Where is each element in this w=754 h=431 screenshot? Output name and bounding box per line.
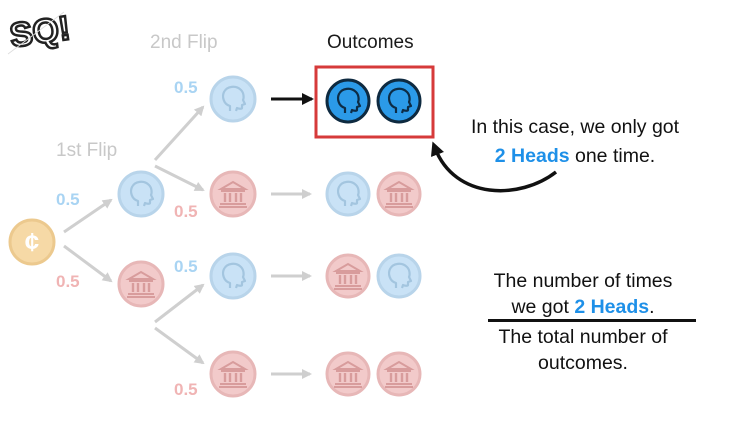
heads-icon — [376, 78, 422, 124]
callout-arrow — [430, 141, 558, 193]
numerator-pre: we got — [511, 296, 575, 318]
header-1st-flip: 1st Flip — [56, 140, 118, 161]
svg-text:¢: ¢ — [25, 227, 39, 257]
tails-icon — [209, 350, 257, 398]
callout-line-2: 2 Heads one time. — [440, 142, 710, 171]
branch-heads-tails — [154, 164, 205, 192]
fraction-numerator: The number of times we got 2 Heads. — [470, 268, 696, 320]
fraction-denominator: The total number of outcomes. — [470, 324, 696, 376]
callout-line-2-rest: one time. — [569, 145, 656, 167]
callout-line-1: In this case, we only got — [470, 116, 680, 138]
numerator-post: . — [649, 296, 655, 318]
numerator-line-1: The number of times — [493, 270, 673, 292]
prob-second-tails-heads: 0.5 — [174, 257, 198, 276]
tails-icon — [325, 253, 371, 299]
logo: SQ! — [6, 8, 70, 58]
branch-tails-tails — [154, 326, 205, 365]
numerator-highlight: 2 Heads — [574, 296, 650, 318]
heads-icon — [376, 253, 422, 299]
tails-icon — [117, 260, 165, 308]
branch-tails-heads — [154, 283, 205, 324]
header-2nd-flip: 2nd Flip — [150, 32, 218, 53]
tails-icon — [325, 351, 371, 397]
fraction-divider — [488, 319, 696, 322]
tails-icon — [376, 171, 422, 217]
callout-text: In this case, we only got 2 Heads one ti… — [440, 113, 710, 171]
heads-icon — [209, 252, 257, 300]
prob-second-heads-heads: 0.5 — [174, 78, 198, 97]
denominator-line-1: The total number of — [498, 326, 668, 348]
highlighted-outcome-box — [314, 65, 435, 139]
heads-icon — [325, 78, 371, 124]
svg-text:SQ!: SQ! — [7, 9, 70, 55]
tree-branches — [63, 105, 312, 379]
prob-second-heads-tails: 0.5 — [174, 202, 198, 221]
numerator-line-2: we got 2 Heads. — [470, 294, 696, 320]
heads-icon — [325, 171, 371, 217]
callout-highlight: 2 Heads — [494, 145, 570, 167]
branch-root-tails — [63, 244, 113, 283]
heads-icon — [209, 75, 257, 123]
branch-root-heads — [63, 198, 113, 234]
tails-icon — [376, 351, 422, 397]
branch-heads-heads — [153, 105, 205, 162]
tails-icon — [209, 170, 257, 218]
denominator-line-2: outcomes. — [538, 352, 628, 374]
prob-first-tails: 0.5 — [56, 272, 80, 291]
prob-second-tails-tails: 0.5 — [174, 380, 198, 399]
coin-icon: ¢ — [8, 218, 56, 266]
header-outcomes: Outcomes — [327, 32, 414, 53]
heads-icon — [117, 170, 165, 218]
prob-first-heads: 0.5 — [56, 190, 80, 209]
